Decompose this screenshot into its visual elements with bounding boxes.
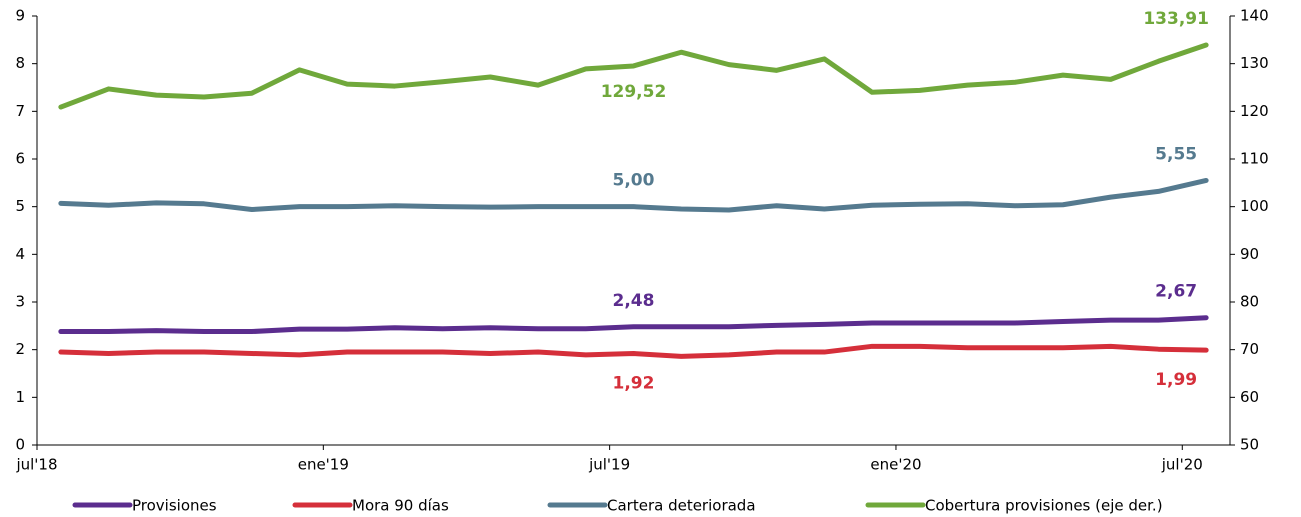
legend-label: Cobertura provisiones (eje der.) <box>925 497 1163 515</box>
x-tick-label: ene'20 <box>870 456 921 474</box>
y-tick-label: 7 <box>15 102 25 120</box>
x-tick-label: jul'20 <box>1161 456 1203 474</box>
series-line <box>58 42 1209 110</box>
x-tick-label: ene'19 <box>298 456 349 474</box>
x-tick-label: jul'19 <box>588 456 630 474</box>
y-tick-label: 3 <box>15 293 25 311</box>
y2-tick-label: 130 <box>1240 54 1269 72</box>
value-label: 5,55 <box>1155 144 1197 164</box>
value-label: 5,00 <box>613 171 655 191</box>
y2-tick-label: 70 <box>1240 340 1259 358</box>
y-tick-label: 2 <box>15 340 25 358</box>
y2-tick-label: 50 <box>1240 436 1259 454</box>
y2-tick-label: 60 <box>1240 388 1259 406</box>
y-tick-label: 4 <box>15 245 25 263</box>
value-label: 2,67 <box>1155 282 1197 302</box>
y2-tick-label: 100 <box>1240 197 1269 215</box>
y-tick-label: 8 <box>15 54 25 72</box>
x-tick-label: jul'18 <box>15 456 57 474</box>
series-line <box>58 177 1209 213</box>
y2-tick-label: 110 <box>1240 150 1269 168</box>
value-label: 133,91 <box>1143 9 1209 29</box>
legend-label: Mora 90 días <box>352 497 449 515</box>
value-label: 1,99 <box>1155 370 1197 390</box>
y-tick-label: 9 <box>15 7 25 25</box>
y2-tick-label: 140 <box>1240 7 1269 25</box>
legend-label: Cartera deteriorada <box>607 497 756 515</box>
y2-tick-label: 80 <box>1240 293 1259 311</box>
y-tick-label: 1 <box>15 388 25 406</box>
y-tick-label: 5 <box>15 197 25 215</box>
y2-tick-label: 90 <box>1240 245 1259 263</box>
legend-label: Provisiones <box>132 497 217 515</box>
value-label: 129,52 <box>601 82 667 102</box>
y-tick-label: 6 <box>15 150 25 168</box>
series-line <box>58 315 1209 335</box>
value-label: 1,92 <box>613 373 655 393</box>
value-label: 2,48 <box>613 291 655 311</box>
series-line <box>58 343 1209 359</box>
y-tick-label: 0 <box>15 436 25 454</box>
y2-tick-label: 120 <box>1240 102 1269 120</box>
